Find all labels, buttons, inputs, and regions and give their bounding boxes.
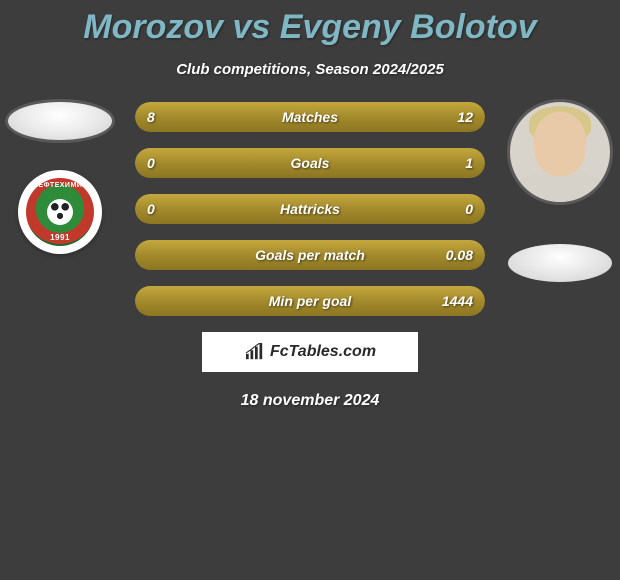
page-title: Morozov vs Evgeny Bolotov bbox=[0, 0, 620, 47]
stat-right-value: 0 bbox=[465, 194, 473, 224]
stat-label: Min per goal bbox=[135, 286, 485, 316]
stat-right-value: 12 bbox=[457, 102, 473, 132]
stat-left-value: 0 bbox=[147, 148, 155, 178]
comparison-arena: НЕФТЕХИМИК 1991 Matches812Goals01Hattric… bbox=[0, 102, 620, 316]
snapshot-date: 18 november 2024 bbox=[0, 392, 620, 410]
attribution-badge: FcTables.com bbox=[202, 332, 418, 372]
bars-chart-icon bbox=[244, 343, 266, 361]
stat-left-value: 0 bbox=[147, 194, 155, 224]
stat-label: Goals per match bbox=[135, 240, 485, 270]
stat-right-value: 1 bbox=[465, 148, 473, 178]
right-club-badge-placeholder bbox=[508, 244, 612, 282]
club-badge-year: 1991 bbox=[50, 233, 70, 242]
stat-right-value: 0.08 bbox=[446, 240, 473, 270]
stat-row: Min per goal1444 bbox=[135, 286, 485, 316]
right-player-avatar bbox=[510, 102, 610, 202]
stat-row: Matches8 12 bbox=[135, 102, 485, 132]
stat-label: Hattricks bbox=[135, 194, 485, 224]
attribution-text: FcTables.com bbox=[270, 343, 376, 361]
soccer-ball-icon bbox=[47, 199, 73, 225]
right-player-column bbox=[500, 102, 620, 282]
avatar-face bbox=[534, 112, 586, 176]
left-player-avatar-placeholder bbox=[8, 102, 112, 140]
left-club-badge: НЕФТЕХИМИК 1991 bbox=[18, 170, 102, 254]
stat-label: Goals bbox=[135, 148, 485, 178]
stat-row: Hattricks0 0 bbox=[135, 194, 485, 224]
subtitle: Club competitions, Season 2024/2025 bbox=[0, 61, 620, 78]
left-player-column: НЕФТЕХИМИК 1991 bbox=[0, 102, 120, 254]
stat-left-value: 8 bbox=[147, 102, 155, 132]
club-badge-graphic: НЕФТЕХИМИК 1991 bbox=[26, 178, 94, 246]
stat-row: Goals0 1 bbox=[135, 148, 485, 178]
stat-label: Matches bbox=[135, 102, 485, 132]
stat-right-value: 1444 bbox=[442, 286, 473, 316]
club-badge-top-text: НЕФТЕХИМИК bbox=[33, 182, 87, 189]
stat-bars-container: Matches812Goals01Hattricks00Goals per ma… bbox=[135, 102, 485, 316]
stat-row: Goals per match0.08 bbox=[135, 240, 485, 270]
